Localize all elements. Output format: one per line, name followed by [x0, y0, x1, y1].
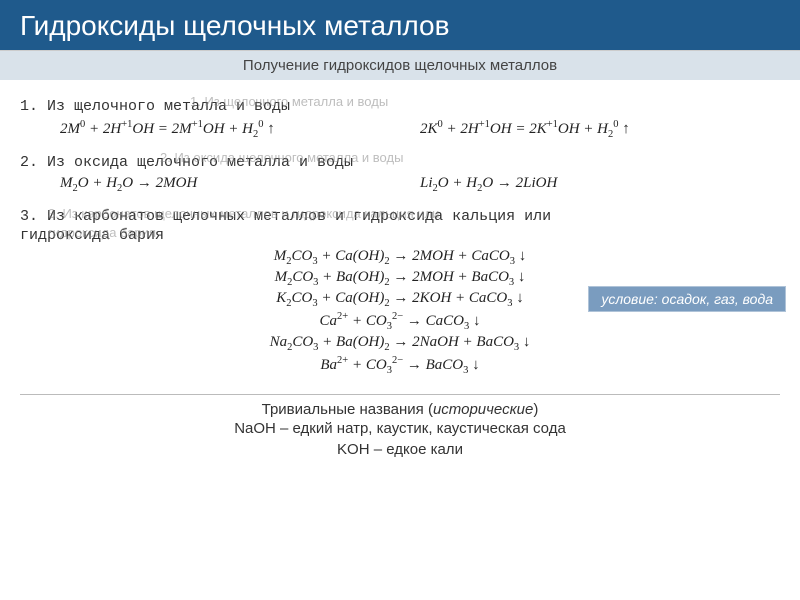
section-2-equations: M2O + H2O → 2MOH Li2O + H2O → 2LiOH [60, 175, 780, 194]
section-1-equations: 2M0 + 2H+1OH = 2M+1OH + H20 ↑ 2K0 + 2H+1… [60, 119, 780, 140]
section-3-smudge1: 3. Из карбонатов щелочных металлов и гид… [48, 206, 439, 221]
eq-1-right: 2K0 + 2H+1OH = 2K+1OH + H20 ↑ [420, 119, 780, 140]
section-3-title: 3. Из карбонатов щелочных металлов и гид… [20, 208, 780, 225]
condition-text: условие: осадок, газ, вода [601, 291, 773, 307]
section-2-title: 2. Из оксида щелочного металла и воды 2.… [20, 154, 780, 171]
eq-3-line: Ba2+ + CO32− → BaCO3 ↓ [20, 355, 780, 376]
eq-3-line: M2CO3 + Ca(OH)2 → 2MOH + CaCO3 ↓ [20, 248, 780, 267]
section-1-smudge: 1. Из щелочного металла и воды [190, 94, 388, 109]
content-area: 1. Из щелочного металла и воды 1. Из щел… [0, 80, 800, 460]
trivial-heading: Тривиальные названия (исторические) [20, 395, 780, 418]
section-3-equations: M2CO3 + Ca(OH)2 → 2MOH + CaCO3 ↓M2CO3 + … [20, 248, 780, 376]
trivial-line-1: NaOH – едкий натр, каустик, каустическая… [20, 418, 780, 439]
header-title: Гидроксиды щелочных металлов [20, 10, 450, 41]
eq-1-left: 2M0 + 2H+1OH = 2M+1OH + H20 ↑ [60, 119, 420, 140]
section-1-title: 1. Из щелочного металла и воды 1. Из щел… [20, 98, 780, 115]
eq-2-right: Li2O + H2O → 2LiOH [420, 175, 780, 194]
section-3-title-line2: гидроксида бария гидроксида бария [20, 227, 780, 244]
slide-header: Гидроксиды щелочных металлов [0, 0, 800, 51]
eq-3-line: Ca2+ + CO32− → CaCO3 ↓ [20, 311, 780, 332]
subheader-text: Получение гидроксидов щелочных металлов [243, 57, 557, 74]
condition-badge: условие: осадок, газ, вода [588, 286, 786, 312]
section-2-smudge: 2. Из оксида щелочного металла и воды [160, 150, 403, 165]
slide-subheader: Получение гидроксидов щелочных металлов [0, 51, 800, 80]
trivial-line-2: KOH – едкое кали [20, 439, 780, 460]
eq-3-line: Na2CO3 + Ba(OH)2 → 2NaOH + BaCO3 ↓ [20, 334, 780, 353]
eq-2-left: M2O + H2O → 2MOH [60, 175, 420, 194]
section-3-smudge2: гидроксида бария [48, 225, 156, 240]
